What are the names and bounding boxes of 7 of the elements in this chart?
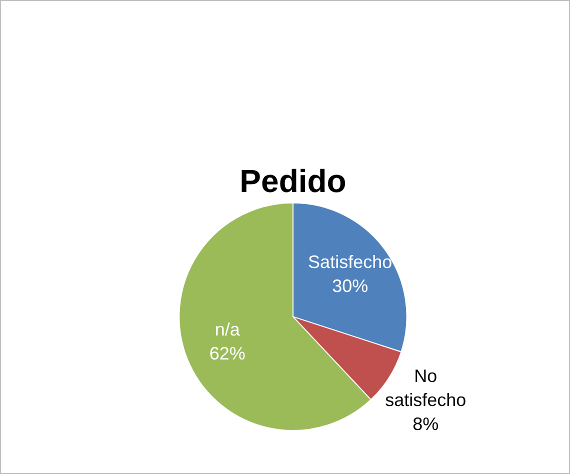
chart-title: Pedido xyxy=(240,163,346,200)
data-label: 62% xyxy=(209,344,246,364)
slice-label: Satisfecho xyxy=(308,252,392,272)
data-label: 8% xyxy=(412,414,439,434)
data-label: 30% xyxy=(332,276,368,296)
slice-label: n/a xyxy=(214,320,241,340)
slice-label: No satisfecho xyxy=(385,366,466,410)
